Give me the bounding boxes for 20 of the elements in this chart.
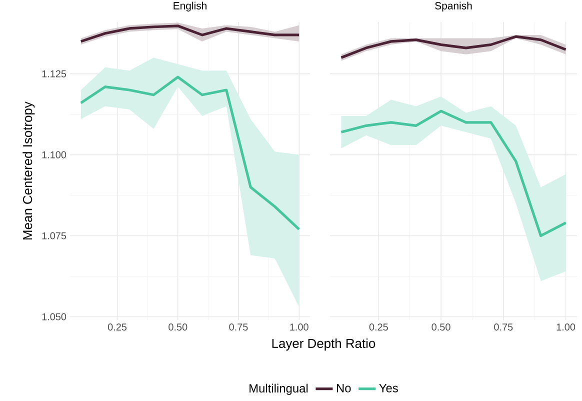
chart-title: English <box>174 2 206 12</box>
y-tick-label: 1.100 <box>42 151 66 158</box>
x-tick-label: 0.50 <box>168 324 188 331</box>
legend-title: Multilingual <box>250 384 308 395</box>
x-tick-label: 1.00 <box>290 324 308 331</box>
x-tick-label: 0.25 <box>108 324 127 331</box>
legend-label: No <box>336 384 351 392</box>
y-tick-label: 1.075 <box>42 232 66 240</box>
x-axis-title: Layer Depth Ratio <box>272 338 376 351</box>
x-tick-label: 0.75 <box>494 324 513 331</box>
x-tick-label: 1.00 <box>556 324 576 331</box>
y-tick-label: 1.125 <box>42 70 66 78</box>
y-tick-label: 1.050 <box>42 313 66 320</box>
y-axis-title: Mean Centered Isotropy <box>22 102 35 240</box>
chart-title: Spanish <box>435 2 472 12</box>
line-series <box>80 76 300 231</box>
legend-label: Yes <box>379 384 398 392</box>
x-tick-label: 0.25 <box>369 324 388 331</box>
x-tick-label: 0.75 <box>229 324 248 331</box>
x-tick-label: 0.50 <box>432 324 450 331</box>
